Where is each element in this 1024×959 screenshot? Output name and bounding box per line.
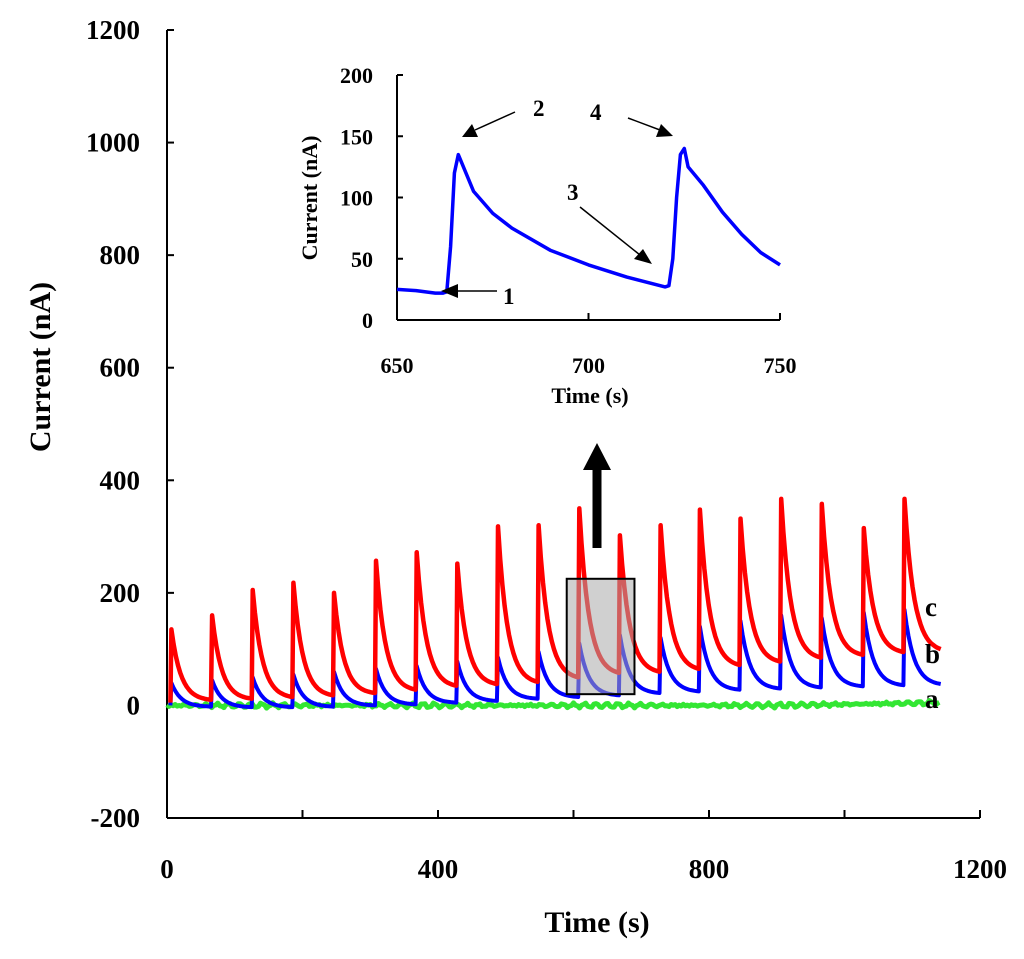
zoom-box [565, 577, 636, 696]
main-y-tick-label: 200 [100, 578, 141, 608]
main-x-tick-label: 400 [418, 854, 459, 884]
main-y-tick-label: 1200 [86, 15, 140, 45]
inset-x-tick-labels: 650 700 750 [381, 353, 797, 378]
inset-x-tick-label: 750 [764, 353, 797, 378]
main-y-tick-label: -200 [91, 803, 141, 833]
annotation-3-arrow [579, 206, 641, 256]
inset-chart: 0 50 100 150 200 650 700 750 Current (nA) Time… [297, 63, 797, 408]
main-series-group [165, 496, 942, 711]
annotation-3: 3 [567, 180, 652, 264]
main-x-axis-title: Time (s) [544, 906, 649, 939]
main-y-tick-labels: -200 0 200 400 600 800 1000 1200 [86, 15, 140, 833]
inset-y-tick-label: 150 [340, 124, 373, 149]
series-label-c: c [925, 592, 937, 622]
annotation-4: 4 [590, 100, 673, 137]
annotation-3-arrowhead [634, 249, 652, 264]
inset-x-tick-label: 700 [572, 353, 605, 378]
annotation-3-label: 3 [567, 180, 579, 205]
annotation-4-arrowhead [656, 124, 673, 137]
main-y-tick-label: 1000 [86, 128, 140, 158]
zoom-arrow-head [583, 443, 611, 470]
inset-y-tick-label: 100 [340, 186, 373, 211]
main-x-tick-labels: 0 400 800 1200 [160, 854, 1007, 884]
main-y-tick-label: 0 [127, 690, 141, 720]
inset-y-tick-label: 50 [351, 247, 373, 272]
annotation-1-arrowhead [441, 284, 458, 298]
main-x-tick-label: 800 [689, 854, 730, 884]
inset-series-b-line [396, 146, 781, 295]
series-a-line [165, 698, 941, 711]
annotation-4-label: 4 [590, 100, 602, 125]
annotation-2: 2 [462, 96, 545, 137]
inset-y-tick-label: 200 [340, 63, 373, 88]
inset-y-tick-labels: 0 50 100 150 200 [340, 63, 373, 333]
series-label-a: a [925, 684, 939, 714]
inset-x-tick-label: 650 [381, 353, 414, 378]
main-tick-marks [166, 29, 981, 819]
main-y-tick-label: 400 [100, 465, 141, 495]
inset-y-tick-label: 0 [362, 308, 373, 333]
annotation-2-arrowhead [462, 124, 478, 137]
series-b-line [168, 607, 942, 710]
series-c-line [168, 496, 942, 703]
annotation-2-arrow [474, 111, 516, 131]
main-y-axis-title: Current (nA) [24, 282, 57, 452]
main-y-tick-label: 800 [100, 240, 141, 270]
main-y-tick-label: 600 [100, 353, 141, 383]
annotation-1: 1 [441, 284, 515, 309]
annotation-4-arrow [627, 117, 661, 131]
main-x-tick-label: 0 [160, 854, 174, 884]
zoom-arrow [583, 443, 611, 548]
series-label-b: b [925, 639, 940, 669]
inset-x-axis-title: Time (s) [551, 383, 628, 408]
annotation-1-label: 1 [503, 284, 515, 309]
main-x-tick-label: 1200 [953, 854, 1007, 884]
annotation-2-label: 2 [533, 96, 545, 121]
inset-y-axis-title: Current (nA) [297, 136, 322, 261]
